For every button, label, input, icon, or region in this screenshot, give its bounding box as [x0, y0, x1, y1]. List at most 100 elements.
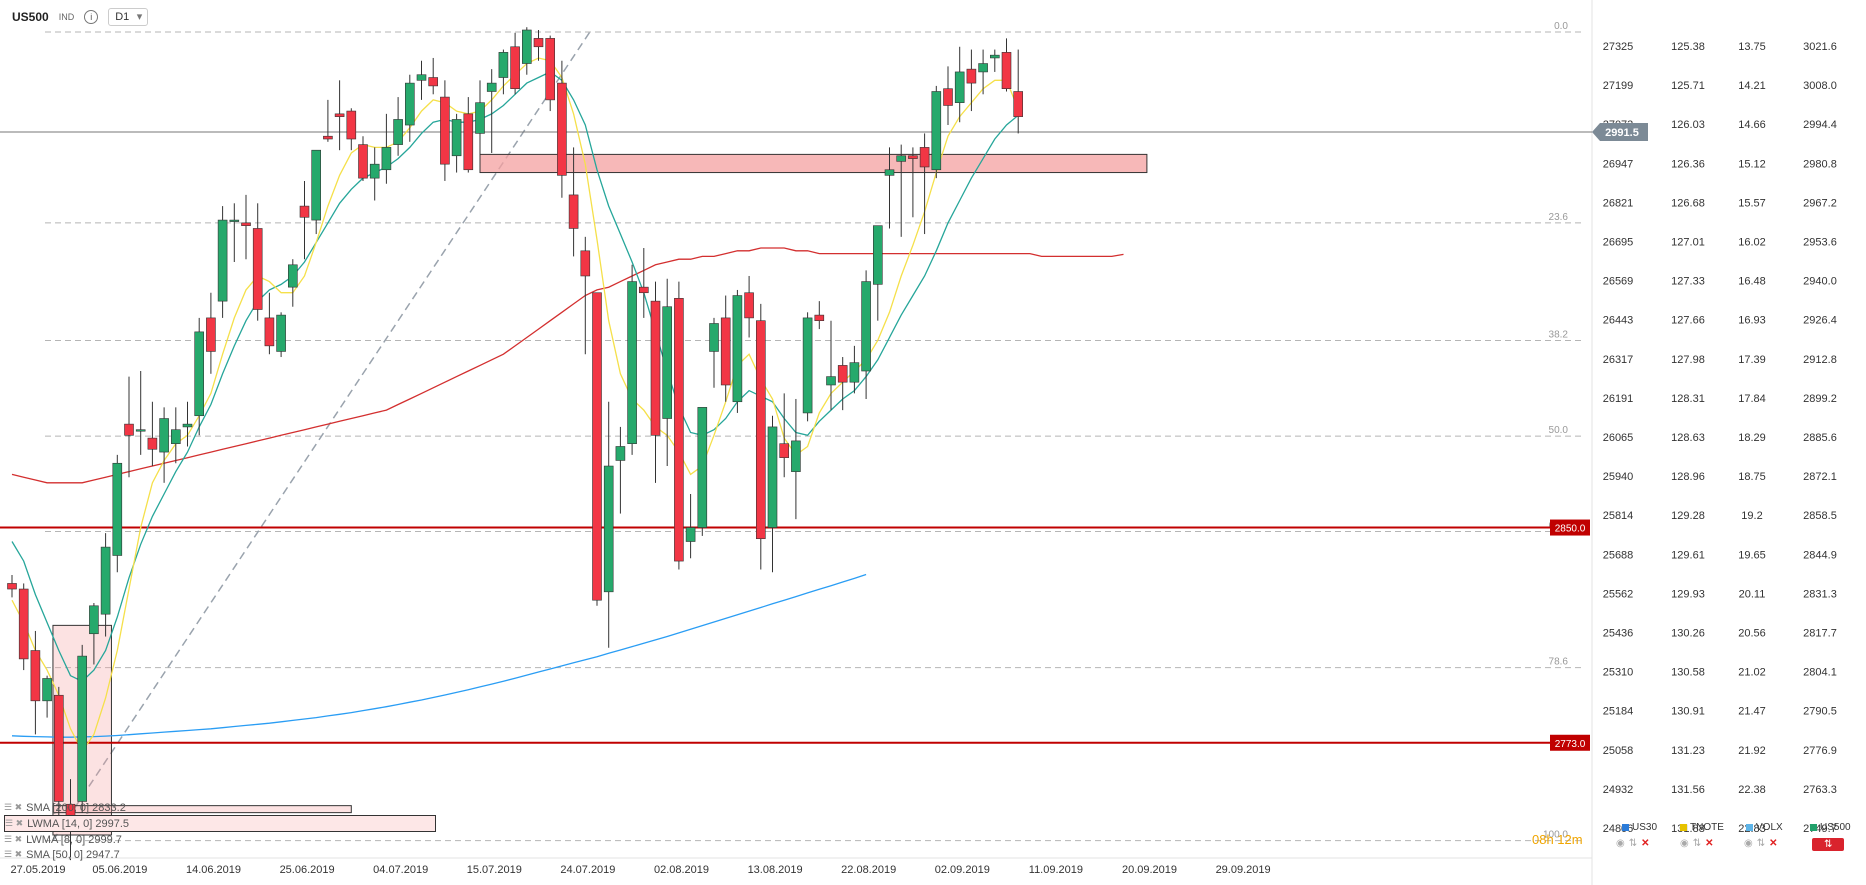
axis-tick-volx: 21.47 [1738, 706, 1766, 718]
tnote-controls[interactable]: ◉ ⇅ ✕ [1680, 838, 1714, 849]
candle-body [229, 219, 240, 222]
axis-tick-price: 2980.8 [1803, 158, 1837, 170]
legend-controls-icon[interactable]: ☰ ✖ [4, 802, 23, 812]
candle [77, 644, 87, 813]
candle-body [147, 437, 158, 450]
candle-body [720, 317, 731, 386]
candle [650, 281, 661, 483]
candle-body [381, 147, 392, 171]
legend-row-sma50[interactable]: ☰ ✖ SMA [50, 0] 2947.7 [4, 847, 434, 862]
chart-type-icon[interactable]: ⇅ [1824, 839, 1833, 850]
axis-tick-us30: 25184 [1603, 706, 1634, 718]
candle [568, 147, 579, 257]
axis-tick-tnote: 127.33 [1671, 276, 1705, 288]
candle [814, 301, 825, 330]
level-tag [1550, 519, 1590, 536]
candle [685, 493, 696, 559]
level-tag [1550, 734, 1590, 751]
axis-tick-price: 3008.0 [1803, 80, 1837, 92]
x-tick-label: 24.07.2019 [560, 864, 615, 876]
axis-tick-tnote: 130.58 [1671, 667, 1705, 679]
candle [580, 236, 591, 355]
candle [369, 147, 380, 201]
legend-row-lwma14[interactable]: ☰ ✖ LWMA [14, 0] 2997.5 [4, 815, 436, 832]
candle-body [568, 194, 579, 229]
candle [252, 203, 263, 321]
candle-body [440, 96, 450, 165]
scale-legend-us30: US30 [1622, 822, 1657, 833]
zone-rect [52, 805, 352, 814]
scale-panel [1592, 0, 1866, 885]
candle-body [966, 68, 977, 84]
candle-body [112, 462, 123, 556]
legend-controls-icon[interactable]: ☰ ✖ [4, 834, 23, 844]
candle-body [311, 149, 322, 221]
candle [241, 194, 251, 260]
candle [89, 603, 99, 665]
current-price-label: 2991.5 [1605, 127, 1639, 139]
axis-tick-tnote: 128.31 [1671, 393, 1705, 405]
eye-icon[interactable]: ◉ [1744, 838, 1753, 849]
candle-body [697, 407, 708, 528]
candle [861, 270, 871, 399]
candle [802, 312, 813, 422]
candle [709, 317, 719, 388]
legend-row-sma200[interactable]: ☰ ✖ SMA [200, 0] 2833.2 [4, 800, 434, 815]
axis-tick-us30: 27199 [1603, 80, 1634, 92]
axis-tick-volx: 17.84 [1738, 393, 1766, 405]
candle [287, 259, 298, 307]
symbol-label[interactable]: US500 [12, 10, 49, 24]
volx-controls[interactable]: ◉ ⇅ ✕ [1744, 838, 1778, 849]
fib-label: 0.0 [1554, 21, 1568, 32]
candle [1001, 38, 1012, 92]
axis-tick-volx: 16.93 [1738, 315, 1766, 327]
axis-tick-tnote: 125.71 [1671, 80, 1705, 92]
legend-row-lwma8[interactable]: ☰ ✖ LWMA [8, 0] 2999.7 [4, 832, 434, 847]
legend-controls-icon[interactable]: ☰ ✖ [5, 818, 24, 828]
close-icon[interactable]: ✕ [1705, 838, 1714, 849]
axis-tick-price: 2831.3 [1803, 588, 1837, 600]
candle [744, 275, 754, 338]
x-tick-label: 29.09.2019 [1216, 864, 1271, 876]
axis-tick-us30: 25310 [1603, 667, 1634, 679]
swap-icon[interactable]: ⇅ [1628, 838, 1638, 849]
eye-icon[interactable]: ◉ [1680, 838, 1689, 849]
close-icon[interactable]: ✕ [1641, 838, 1650, 849]
fib-label: 50.0 [1549, 425, 1569, 436]
axis-tick-price: 2899.2 [1803, 393, 1837, 405]
axis-tick-us30: 26821 [1603, 197, 1634, 209]
candle-body [463, 113, 474, 171]
timeframe-select[interactable]: D1 [108, 8, 149, 26]
candle [7, 575, 17, 598]
lwma14-line [11, 71, 1019, 683]
candle-body [1013, 91, 1024, 117]
candle-body [53, 694, 64, 802]
candle-body [545, 38, 556, 101]
symbol-type-tag[interactable]: IND [58, 12, 75, 22]
candle-body [521, 29, 532, 64]
swap-icon[interactable]: ⇅ [1756, 838, 1766, 849]
candle-body [171, 429, 181, 444]
current-price-tag [1592, 123, 1648, 142]
candle-body [77, 655, 87, 802]
candle-body [580, 250, 591, 277]
eye-icon[interactable]: ◉ [1616, 838, 1625, 849]
close-icon[interactable]: ✕ [1769, 838, 1778, 849]
axis-tick-us30: 25940 [1603, 471, 1634, 483]
swap-icon[interactable]: ⇅ [1692, 838, 1702, 849]
candle-body [323, 135, 333, 140]
candle-body [276, 314, 286, 352]
candle-body [814, 314, 825, 321]
candle-body [416, 74, 427, 81]
candle [720, 295, 731, 402]
candle-body [30, 650, 41, 702]
candle [440, 80, 450, 181]
info-icon[interactable]: i [84, 10, 99, 24]
candle-body [358, 144, 368, 179]
us30-controls[interactable]: ◉ ⇅ ✕ [1616, 838, 1650, 849]
legend-controls-icon[interactable]: ☰ ✖ [4, 849, 23, 859]
candle-body [557, 82, 567, 176]
us500-controls[interactable]: ⇅ [1812, 838, 1845, 851]
candle-body [931, 91, 942, 171]
